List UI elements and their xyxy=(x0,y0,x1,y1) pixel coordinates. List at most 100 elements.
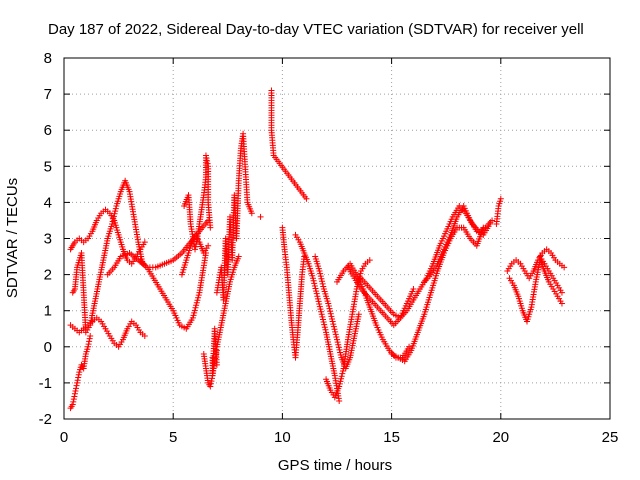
data-point xyxy=(73,382,80,389)
data-point xyxy=(317,270,324,277)
chart-title: Day 187 of 2022, Sidereal Day-to-day VTE… xyxy=(48,21,584,38)
data-point xyxy=(312,285,319,292)
data-point xyxy=(311,280,318,287)
x-tick-label: 10 xyxy=(274,429,291,446)
data-point xyxy=(195,294,202,301)
data-point xyxy=(318,308,325,315)
data-point xyxy=(309,275,316,282)
data-point xyxy=(338,373,345,380)
data-point xyxy=(334,336,340,343)
data-point xyxy=(336,380,343,387)
x-axis-label: GPS time / hours xyxy=(278,457,392,474)
data-point xyxy=(212,352,219,359)
data-point xyxy=(317,273,324,280)
y-tick-label: 8 xyxy=(44,50,52,67)
data-point xyxy=(195,292,202,299)
data-point xyxy=(331,326,338,333)
data-point xyxy=(69,401,76,408)
data-point xyxy=(329,318,336,325)
x-tick-label: 25 xyxy=(602,429,619,446)
data-point xyxy=(207,380,214,387)
data-point xyxy=(336,383,343,390)
data-point xyxy=(192,243,199,250)
data-point xyxy=(321,324,328,331)
data-point xyxy=(561,264,568,271)
data-point xyxy=(316,267,323,274)
data-point xyxy=(486,221,493,228)
data-point xyxy=(316,303,323,310)
data-point xyxy=(332,328,339,335)
data-point xyxy=(316,300,323,307)
data-point xyxy=(313,290,320,297)
data-point xyxy=(319,278,326,285)
data-point xyxy=(193,240,200,247)
y-tick-label: 0 xyxy=(44,339,52,356)
data-point xyxy=(338,375,345,382)
data-point xyxy=(330,321,337,328)
data-point xyxy=(203,155,210,162)
x-tick-label: 15 xyxy=(383,429,400,446)
data-point xyxy=(558,289,565,296)
data-point xyxy=(86,335,93,342)
y-tick-label: 1 xyxy=(44,303,52,320)
data-point xyxy=(205,242,212,249)
data-point xyxy=(410,286,417,293)
data-point xyxy=(314,293,321,300)
data-point xyxy=(327,308,334,315)
data-point xyxy=(497,195,504,202)
data-point xyxy=(325,303,332,310)
data-point xyxy=(74,377,81,384)
data-point xyxy=(337,352,344,359)
data-point xyxy=(87,332,94,339)
data-point xyxy=(339,368,346,375)
data-point xyxy=(193,238,200,245)
data-point xyxy=(110,213,117,220)
data-point xyxy=(85,343,92,350)
data-point xyxy=(322,326,329,333)
y-tick-label: 2 xyxy=(44,267,52,284)
data-point xyxy=(112,208,119,215)
data-point xyxy=(257,213,264,220)
data-point xyxy=(71,390,78,397)
data-point xyxy=(204,160,211,167)
y-tick-label: -1 xyxy=(39,375,52,392)
data-point xyxy=(190,312,197,319)
data-point xyxy=(109,221,116,228)
data-point xyxy=(213,350,220,357)
data-point xyxy=(311,282,318,289)
data-point xyxy=(213,361,220,368)
data-point xyxy=(406,343,413,350)
data-point xyxy=(319,313,326,320)
data-point xyxy=(339,370,346,377)
data-point xyxy=(333,334,340,341)
data-point xyxy=(313,288,320,295)
data-point xyxy=(111,210,118,217)
data-point xyxy=(191,309,198,316)
data-point xyxy=(191,307,198,314)
data-point xyxy=(248,210,255,217)
y-tick-label: 6 xyxy=(44,122,52,139)
data-point xyxy=(75,374,82,381)
data-point xyxy=(208,378,215,385)
data-point xyxy=(315,298,322,305)
data-point xyxy=(208,375,215,382)
data-point xyxy=(336,346,343,353)
data-point xyxy=(193,302,200,309)
data-point xyxy=(310,277,317,284)
data-point xyxy=(355,311,362,318)
y-axis-label: SDTVAR / TECUs xyxy=(4,178,21,298)
data-point xyxy=(489,217,496,224)
data-point xyxy=(192,246,199,253)
data-point xyxy=(207,224,214,231)
y-tick-label: 3 xyxy=(44,231,52,248)
data-point xyxy=(318,311,325,318)
x-tick-label: 0 xyxy=(60,429,68,446)
data-point xyxy=(480,224,487,231)
data-point xyxy=(357,270,364,277)
data-point xyxy=(212,355,219,362)
data-point xyxy=(337,349,344,356)
plot-frame xyxy=(63,57,611,420)
data-point xyxy=(330,323,337,330)
